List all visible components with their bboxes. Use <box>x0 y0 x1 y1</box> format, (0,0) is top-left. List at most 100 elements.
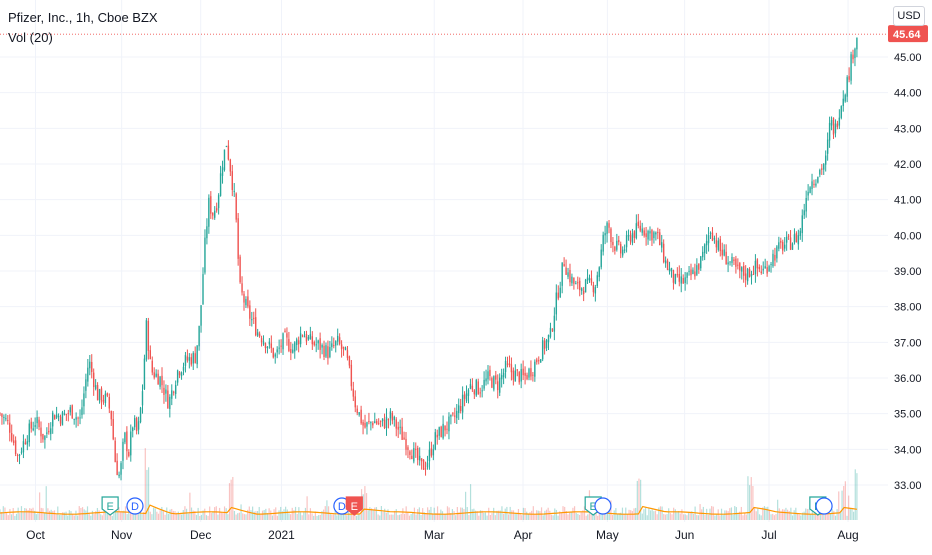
candle-body <box>204 238 205 273</box>
candle-body <box>569 270 570 282</box>
candle-body <box>50 428 51 434</box>
candle-body <box>710 233 711 234</box>
time-tick-label: Jul <box>761 528 776 542</box>
candle-body <box>394 417 395 420</box>
candle-body <box>747 269 748 281</box>
volume-bar <box>23 512 24 520</box>
candle-body <box>331 343 332 347</box>
volume-bar <box>320 515 321 520</box>
symbol-title[interactable]: Pfizer, Inc., 1h, Cboe BZX <box>8 8 158 28</box>
volume-bar <box>245 514 246 520</box>
candle-body <box>438 427 439 436</box>
candle-body <box>163 388 164 395</box>
volume-bar <box>650 510 651 520</box>
volume-bar <box>516 514 517 520</box>
candle-body <box>27 441 28 444</box>
candle-body <box>214 211 215 218</box>
candle-body <box>737 265 738 266</box>
volume-bar <box>673 508 674 520</box>
candle-body <box>226 146 227 147</box>
volume-bar <box>506 507 507 520</box>
candle-body <box>3 417 4 418</box>
volume-bar <box>473 509 474 520</box>
volume-bar <box>543 515 544 520</box>
candle-body <box>593 285 594 292</box>
candle-body <box>177 370 178 382</box>
candle-body <box>113 419 114 439</box>
candle-body <box>220 173 221 196</box>
candle-body <box>237 218 238 259</box>
event-marker-dividend[interactable] <box>816 498 832 514</box>
volume-bar <box>250 510 251 520</box>
candle-body <box>487 371 488 379</box>
volume-bar <box>14 516 15 520</box>
volume-bar <box>838 491 839 520</box>
volume-bar <box>769 511 770 520</box>
volume-bar <box>206 515 207 520</box>
volume-bar <box>386 513 387 520</box>
volume-bar <box>273 509 274 520</box>
candle-body <box>31 422 32 429</box>
volume-bar <box>799 515 800 520</box>
event-marker-dividend[interactable]: D <box>127 498 143 514</box>
time-axis[interactable]: OctNovDec2021MarAprMayJunJulAug <box>0 522 932 550</box>
time-tick-label: Apr <box>514 528 533 542</box>
volume-bar <box>794 510 795 520</box>
volume-bar <box>653 511 654 520</box>
volume-bar <box>313 516 314 520</box>
candle-body <box>848 76 849 80</box>
volume-bar <box>178 512 179 520</box>
candle-body <box>333 345 334 346</box>
candle-body <box>706 241 707 245</box>
candle-body <box>497 381 498 390</box>
candle-body <box>450 415 451 417</box>
volume-bar <box>465 492 466 520</box>
candle-body <box>745 273 746 279</box>
event-marker-dividend[interactable] <box>595 498 611 514</box>
volume-bar <box>13 508 14 520</box>
dividend-marker-shape[interactable] <box>816 498 832 514</box>
candle-body <box>60 417 61 424</box>
candle-body <box>347 350 348 358</box>
candle-body <box>558 293 559 299</box>
volume-bar <box>850 508 851 520</box>
volume-bar <box>455 515 456 520</box>
candle-body <box>761 272 762 273</box>
candle-body <box>729 261 730 262</box>
volume-bar <box>98 510 99 520</box>
volume-bar <box>483 513 484 520</box>
candle-body <box>626 235 627 247</box>
volume-bar <box>70 511 71 520</box>
candle-body <box>725 252 726 265</box>
candle-body <box>770 264 771 265</box>
candle-body <box>526 375 527 379</box>
volume-bar <box>529 512 530 520</box>
volume-indicator-label[interactable]: Vol (20) <box>8 28 158 48</box>
volume-bar <box>696 515 697 520</box>
volume-bar <box>259 507 260 520</box>
candle-body <box>21 452 22 453</box>
volume-bar <box>628 510 629 520</box>
candle-body <box>796 233 797 242</box>
candle-body <box>763 269 764 271</box>
candle-body <box>276 349 277 352</box>
candle-body <box>610 229 611 243</box>
volume-bar <box>845 481 846 520</box>
dividend-marker-shape[interactable] <box>595 498 611 514</box>
volume-bar <box>531 511 532 520</box>
candle-body <box>597 275 598 286</box>
candle-body <box>316 344 317 345</box>
candle-body <box>753 274 754 275</box>
volume-bar <box>518 509 519 520</box>
candle-body <box>843 99 844 106</box>
price-axis[interactable]: 33.0034.0035.0036.0037.0038.0039.0040.00… <box>888 0 932 550</box>
currency-button[interactable]: USD <box>893 6 925 26</box>
candle-body <box>140 408 141 422</box>
chart-legend: Pfizer, Inc., 1h, Cboe BZX Vol (20) <box>8 8 158 48</box>
volume-bar <box>468 515 469 520</box>
candle-body <box>169 397 170 409</box>
volume-bar <box>155 508 156 520</box>
event-marker-label: E <box>106 501 113 513</box>
